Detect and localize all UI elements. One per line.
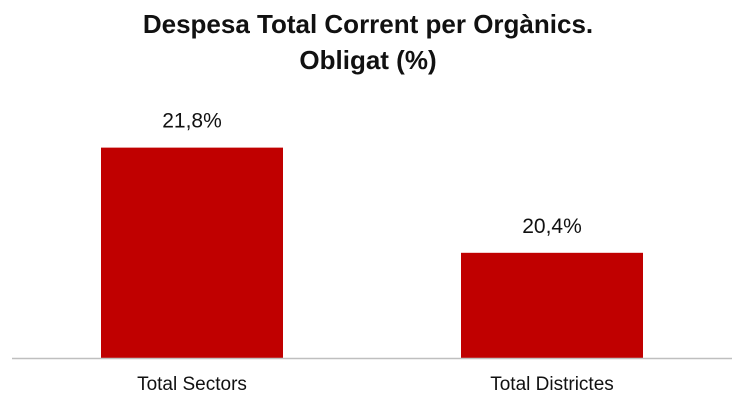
- x-tick-label-1: Total Districtes: [490, 374, 614, 395]
- bar-1: [461, 252, 643, 358]
- data-label-0: 21,8%: [162, 110, 222, 133]
- x-tick-label-0: Total Sectors: [137, 374, 247, 395]
- chart-title-line-1: Despesa Total Corrent per Orgànics.: [142, 9, 594, 39]
- chart-title-line-2: Obligat (%): [299, 45, 437, 75]
- chart-title: Despesa Total Corrent per Orgànics. Obli…: [0, 6, 736, 78]
- bar-0: [101, 147, 283, 358]
- bars-layer: [101, 147, 643, 358]
- data-label-1: 20,4%: [522, 215, 582, 238]
- labels-layer: 21,8% Total Sectors 20,4% Total Districtes: [137, 110, 614, 395]
